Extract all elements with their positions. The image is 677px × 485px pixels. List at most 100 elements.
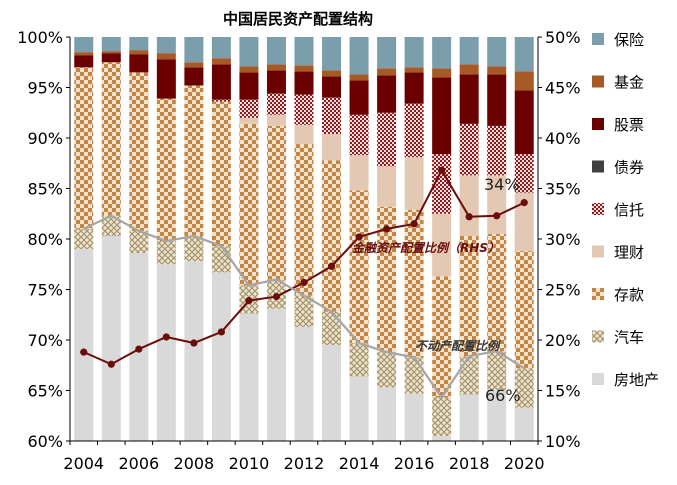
bar-fund-2020: [514, 71, 534, 91]
bar-wealth-mgmt-2014: [349, 155, 369, 191]
bar-fund-2011: [266, 64, 286, 71]
legend-swatch-insurance: [592, 33, 604, 45]
bar-car-2020: [514, 368, 534, 408]
bar-fund-2004: [74, 52, 94, 56]
real-estate-ratio-line: [83, 214, 525, 399]
bar-deposit-2011: [266, 125, 286, 280]
bar-trust-2013: [322, 97, 342, 134]
bar-insurance-2008: [184, 37, 204, 63]
right-y-tick-label: 45%: [545, 79, 581, 98]
legend-swatch-car: [592, 330, 604, 343]
bar-insurance-2020: [514, 37, 534, 72]
right-y-tick-label: 35%: [545, 180, 581, 199]
legend-label-insurance: 保险: [614, 31, 644, 49]
bar-car-2014: [349, 343, 369, 377]
bar-car-2019: [487, 351, 507, 391]
x-tick-label: 2010: [229, 454, 270, 473]
bar-wealth-mgmt-2015: [377, 166, 397, 207]
bar-fund-2005: [101, 51, 121, 54]
left-y-tick-label: 95%: [27, 79, 63, 98]
legend-swatch-trust: [592, 203, 604, 215]
bar-car-2009: [211, 246, 231, 273]
bar-deposit-2017: [432, 276, 452, 398]
bar-deposit-2006: [129, 72, 149, 231]
re-end-label: 66%: [485, 386, 521, 405]
bar-insurance-2016: [404, 37, 424, 68]
legend-swatch-stock: [592, 118, 604, 130]
bar-real-estate-2013: [322, 345, 342, 441]
bar-fund-2007: [156, 53, 176, 60]
legend-label-bond: 债券: [614, 159, 644, 177]
financial-asset-ratio-point-2009: [217, 328, 226, 336]
bar-real-estate-2020: [514, 407, 534, 441]
bar-deposit-2004: [74, 67, 94, 229]
bar-trust-2018: [459, 123, 479, 176]
bar-stock-2004: [74, 55, 94, 68]
bar-stock-2017: [432, 77, 452, 155]
bar-car-2005: [101, 215, 121, 236]
legend-swatch-fund: [592, 75, 604, 88]
bar-deposit-2013: [322, 160, 342, 312]
bar-fund-2008: [184, 62, 204, 68]
bar-stock-2005: [101, 53, 121, 63]
axes-layer: 60% 65% 70% 75% 80% 85% 90% 95% 100% 10% 15% 20% 25%…: [17, 28, 580, 473]
bar-real-estate-2009: [211, 272, 231, 441]
bar-insurance-2019: [487, 37, 507, 67]
bar-car-2008: [184, 235, 204, 262]
x-tick-label: 2014: [339, 454, 380, 473]
bar-stock-2016: [404, 72, 424, 104]
bar-trust-2015: [377, 112, 397, 167]
bar-car-2018: [459, 356, 479, 395]
bar-stock-2012: [294, 71, 314, 95]
bar-car-2015: [377, 352, 397, 388]
bar-car-2013: [322, 311, 342, 346]
right-y-tick-label: 50%: [545, 28, 581, 47]
bar-insurance-2005: [101, 37, 121, 52]
financial-asset-ratio-point-2006: [135, 345, 143, 353]
financial-asset-ratio-point-2014: [355, 233, 363, 241]
legend-swatch-wealth-mgmt: [592, 245, 604, 258]
bar-stock-2020: [514, 90, 534, 155]
bar-deposit-2020: [514, 251, 534, 369]
right-y-tick-label: 20%: [545, 331, 581, 350]
right-y-tick-label: 15%: [545, 382, 581, 401]
bar-fund-2018: [459, 64, 479, 75]
bar-deposit-2016: [404, 209, 424, 358]
left-y-tick-label: 85%: [27, 180, 63, 199]
left-y-tick-label: 60%: [27, 432, 63, 451]
bar-stock-2015: [377, 75, 397, 113]
bar-fund-2012: [294, 65, 314, 72]
right-y-tick-label: 30%: [545, 230, 581, 249]
bar-trust-2020: [514, 154, 534, 193]
bar-real-estate-2016: [404, 393, 424, 441]
bar-insurance-2018: [459, 37, 479, 65]
financial-asset-ratio-point-2013: [327, 262, 336, 270]
bar-stock-2006: [129, 54, 149, 73]
bar-fund-2016: [404, 67, 424, 73]
bar-fund-2015: [377, 68, 397, 76]
bar-stock-2009: [211, 64, 231, 100]
legend-swatch-real-estate: [592, 373, 604, 385]
x-tick-label: 2004: [63, 454, 104, 473]
financial-asset-ratio-point-2020: [520, 199, 528, 207]
bar-trust-2010: [239, 99, 259, 118]
bar-deposit-2009: [211, 101, 231, 247]
bar-insurance-2010: [239, 37, 259, 67]
bar-car-2006: [129, 230, 149, 254]
bars-layer: [74, 37, 534, 441]
bar-fund-2019: [487, 66, 507, 75]
left-y-tick-label: 90%: [27, 129, 63, 148]
legend-swatch-deposit: [592, 288, 604, 300]
fin-end-label: 34%: [484, 175, 520, 194]
bar-wealth-mgmt-2018: [459, 175, 479, 236]
bar-real-estate-2017: [432, 435, 452, 441]
left-y-tick-label: 75%: [27, 281, 63, 300]
bar-real-estate-2007: [156, 264, 176, 441]
legend-label-real-estate: 房地产: [614, 371, 659, 389]
bar-deposit-2010: [239, 123, 259, 286]
bar-insurance-2011: [266, 37, 286, 65]
bar-stock-2018: [459, 74, 479, 124]
bar-insurance-2009: [211, 37, 231, 59]
legend-label-stock: 股票: [614, 116, 644, 134]
